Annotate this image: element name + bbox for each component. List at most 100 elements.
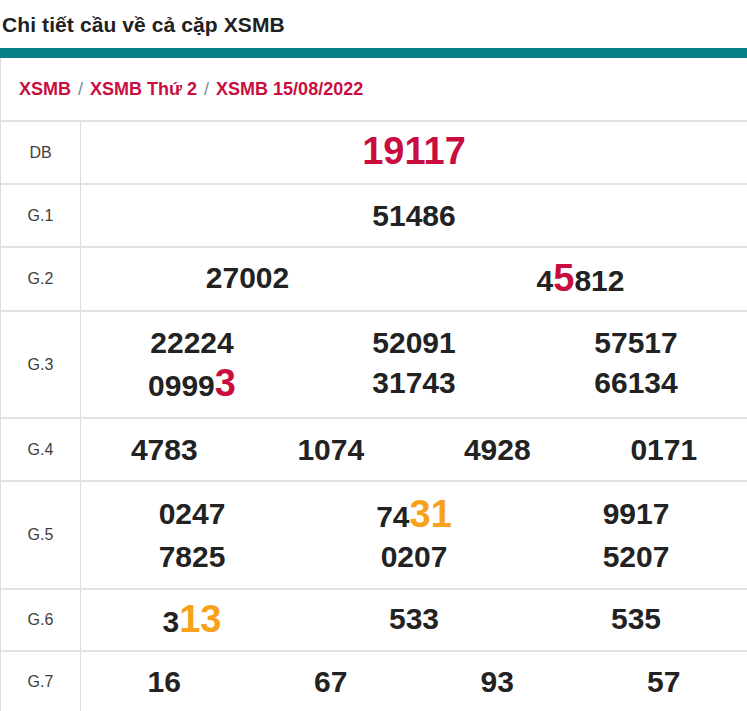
prize-row-g6: G.6313 533 535 (1, 588, 747, 650)
prize-numbers: 27002 45812 (81, 248, 747, 310)
prize-line: 313 533 535 (81, 599, 747, 642)
digits: 5207 (603, 540, 670, 573)
prize-number: 57 (581, 662, 747, 702)
prize-number: 0171 (581, 430, 747, 470)
prize-number: 09993 (81, 363, 303, 406)
prize-label: DB (1, 122, 81, 183)
breadcrumb-link-2[interactable]: XSMB 15/08/2022 (216, 79, 363, 99)
prize-numbers: 19117 (81, 122, 747, 183)
prize-label: G.4 (1, 419, 81, 480)
digits: 67 (314, 665, 347, 698)
prize-line: 0247 7431 9917 (81, 494, 747, 537)
prize-line: 09993 31743 66134 (81, 363, 747, 406)
breadcrumb-link-0[interactable]: XSMB (19, 79, 71, 99)
digits: 812 (574, 264, 624, 297)
prize-row-g3: G.3 22224 52091 57517 09993 31743 66134 (1, 310, 747, 417)
prize-number: 27002 (81, 258, 414, 301)
breadcrumb: XSMB/XSMB Thứ 2/XSMB 15/08/2022 (1, 58, 747, 120)
prize-label: G.2 (1, 248, 81, 310)
prize-table: DB 19117 G.1 51486 G.2 27002 45812 G.3 22224 5209… (1, 120, 747, 711)
prize-label: G.6 (1, 590, 81, 650)
prize-line: 22224 52091 57517 (81, 323, 747, 363)
prize-number: 5207 (525, 537, 747, 577)
teal-divider (0, 48, 747, 58)
content-box: XSMB/XSMB Thứ 2/XSMB 15/08/2022 DB19117G… (0, 58, 747, 711)
prize-number: 57517 (525, 323, 747, 363)
digits: 93 (481, 665, 514, 698)
highlighted-digits: 31 (410, 493, 452, 535)
prize-number: 52091 (303, 323, 525, 363)
prize-number: 9917 (525, 494, 747, 537)
prize-number: 4928 (414, 430, 581, 470)
digits: 4783 (131, 433, 198, 466)
digits: 74 (376, 500, 409, 533)
digits: 0207 (381, 540, 448, 573)
prize-number: 0207 (303, 537, 525, 577)
prize-numbers: 22224 52091 57517 09993 31743 66134 (81, 312, 747, 417)
prize-number: 31743 (303, 363, 525, 406)
digits: 7825 (159, 540, 226, 573)
prize-number: 45812 (414, 258, 747, 301)
prize-line: 7825 0207 5207 (81, 537, 747, 577)
prize-number: 22224 (81, 323, 303, 363)
digits: 57 (647, 665, 680, 698)
prize-number: 7825 (81, 537, 303, 577)
prize-label: G.5 (1, 482, 81, 588)
prize-line: 19117 (81, 131, 747, 174)
prize-row-g5: G.5 0247 7431 9917 7825 0207 5207 (1, 480, 747, 588)
prize-label: G.3 (1, 312, 81, 417)
prize-number: 1074 (248, 430, 415, 470)
digits: 533 (389, 602, 439, 635)
prize-row-g7: G.716679357 (1, 650, 747, 711)
digits: 9917 (603, 497, 670, 530)
prize-row-g1: G.1 51486 (1, 183, 747, 246)
prize-numbers: 313 533 535 (81, 590, 747, 650)
prize-line: 16 67 93 57 (81, 662, 747, 702)
prize-row-g2: G.2 27002 45812 (1, 246, 747, 310)
prize-numbers: 51486 (81, 185, 747, 246)
digits: 52091 (372, 326, 455, 359)
prize-number: 533 (303, 599, 525, 642)
digits: 0999 (148, 369, 215, 402)
prize-label: G.1 (1, 185, 81, 246)
page-title: Chi tiết cầu về cả cặp XSMB (0, 0, 747, 48)
prize-number: 313 (81, 599, 303, 642)
digits: 27002 (206, 261, 289, 294)
prize-line: 51486 (81, 196, 747, 236)
highlighted-digits: 19117 (362, 130, 466, 172)
digits: 1074 (297, 433, 364, 466)
prize-row-g4: G.4 4783 1074 4928 0171 (1, 417, 747, 480)
prize-number: 16 (81, 662, 248, 702)
prize-number: 66134 (525, 363, 747, 406)
digits: 57517 (594, 326, 677, 359)
highlighted-digits: 3 (215, 362, 236, 404)
prize-row-db: DB 19117 (1, 120, 747, 183)
digits: 31743 (372, 366, 455, 399)
breadcrumb-link-1[interactable]: XSMB Thứ 2 (90, 79, 197, 99)
digits: 22224 (150, 326, 233, 359)
digits: 0247 (159, 497, 226, 530)
prize-number: 19117 (81, 131, 747, 174)
prize-numbers: 4783 1074 4928 0171 (81, 419, 747, 480)
prize-number: 535 (525, 599, 747, 642)
prize-line: 27002 45812 (81, 258, 747, 301)
prize-number: 93 (414, 662, 581, 702)
breadcrumb-separator: / (71, 79, 90, 99)
prize-number: 0247 (81, 494, 303, 537)
digits: 4928 (464, 433, 531, 466)
prize-number: 7431 (303, 494, 525, 537)
prize-number: 67 (248, 662, 415, 702)
digits: 51486 (372, 199, 455, 232)
digits: 4 (537, 264, 554, 297)
breadcrumb-separator: / (197, 79, 216, 99)
prize-numbers: 16 67 93 57 (81, 652, 747, 711)
digits: 535 (611, 602, 661, 635)
prize-number: 51486 (81, 196, 747, 236)
prize-number: 4783 (81, 430, 248, 470)
digits: 0171 (630, 433, 697, 466)
prize-line: 4783 1074 4928 0171 (81, 430, 747, 470)
prize-numbers: 0247 7431 9917 7825 0207 5207 (81, 482, 747, 588)
digits: 66134 (594, 366, 677, 399)
highlighted-digits: 5 (553, 257, 574, 299)
highlighted-digits: 13 (179, 598, 221, 640)
